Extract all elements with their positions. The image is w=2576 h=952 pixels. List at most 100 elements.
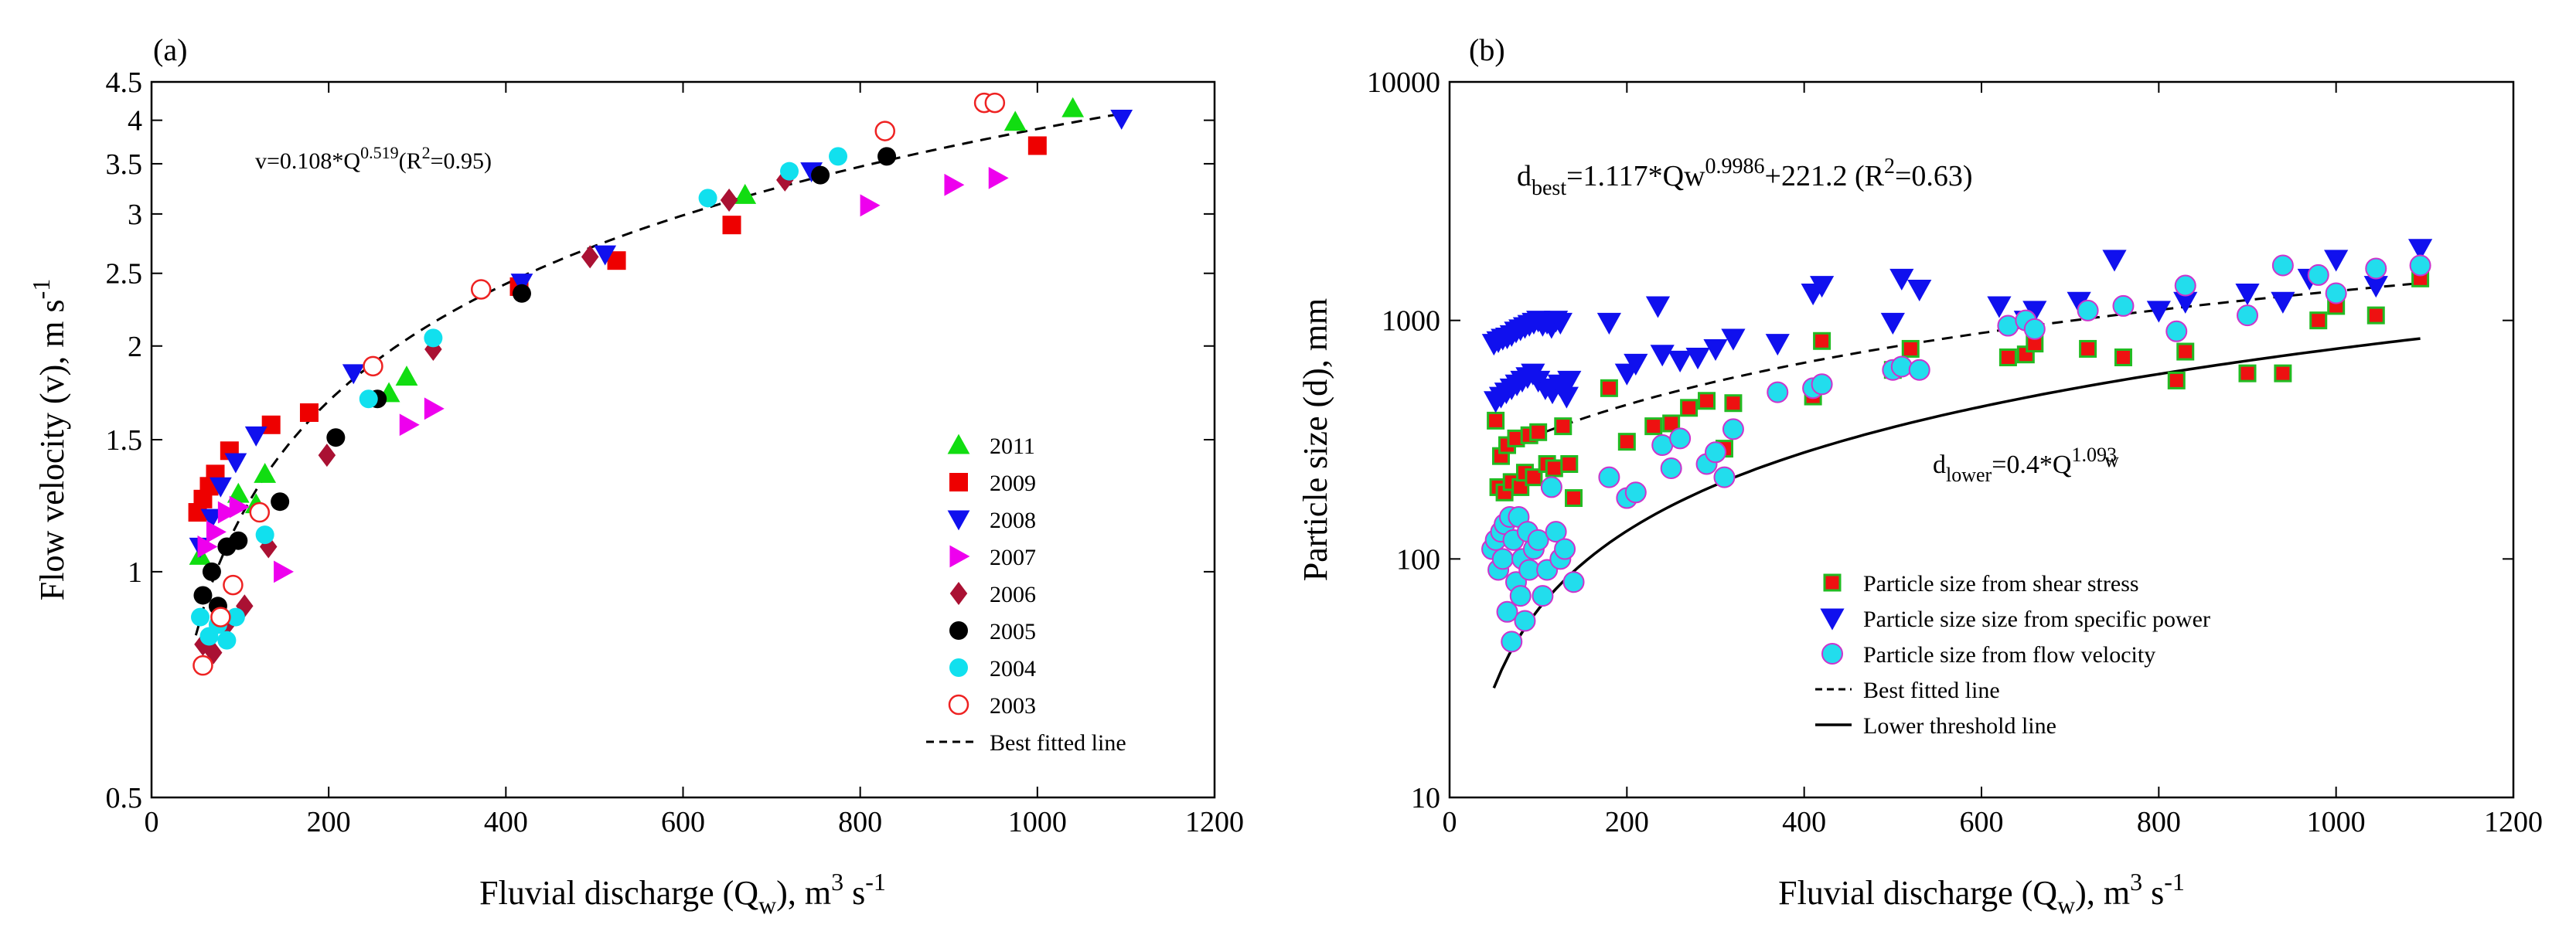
panel-b-fit-lines	[1492, 282, 2421, 688]
panel-a-legend-marker-2004	[949, 658, 968, 677]
panel-b-legend-marker-shear-stress	[1823, 573, 1842, 592]
panel-b-x-tick-label: 0	[1443, 806, 1457, 838]
panel-b-x-tick-label: 200	[1605, 806, 1649, 838]
panel-a-point-2009	[261, 415, 281, 434]
panel-b-point-shear-stress	[2309, 311, 2328, 330]
panel-b-point-shear-stress	[1560, 455, 1579, 474]
panel-b-point-shear-stress	[1487, 411, 1505, 430]
panel-b-point-flow-velocity	[1713, 466, 1736, 488]
panel-b-point-flow-velocity	[2325, 282, 2347, 304]
panel-b-point-shear-stress	[1545, 459, 1563, 478]
panel-a-point-2007	[229, 495, 250, 518]
panel-a-x-tick-label: 1200	[1185, 806, 1244, 838]
panel-a-point-2008	[224, 453, 247, 474]
panel-b-legend-best-fit-label: Best fitted line	[1863, 678, 2000, 703]
panel-b-point-specific-power	[1596, 312, 1621, 335]
panel-a-point-2009	[722, 216, 741, 235]
panel-b-point-flow-velocity	[1527, 529, 1549, 551]
panel-b-point-flow-velocity	[1811, 373, 1833, 396]
panel-a-points	[188, 92, 1133, 676]
panel-b-point-shear-stress	[1525, 468, 1543, 487]
panel-b-label: (b)	[1469, 32, 1505, 67]
panel-a-point-2005	[271, 492, 290, 512]
panel-b-point-flow-velocity	[1562, 571, 1585, 593]
panel-b-point-specific-power	[2102, 250, 2127, 272]
panel-a-point-2007	[399, 413, 420, 437]
panel-a-y-tick-label: 3.5	[106, 148, 143, 181]
panel-b-point-shear-stress	[1617, 433, 1636, 451]
panel-b-legend-label: Particle size from flow velocity	[1863, 642, 2155, 668]
panel-b-point-flow-velocity	[2271, 254, 2294, 277]
panel-a-x-tick-label: 600	[661, 806, 705, 838]
panel-a-legend-marker-2009	[949, 473, 968, 491]
panel-b-point-specific-power	[2235, 284, 2260, 306]
panel-a-point-2009	[299, 403, 319, 422]
panel-b-point-flow-velocity	[1491, 548, 1514, 570]
panel-b-point-specific-power	[1889, 268, 1914, 291]
panel-a-x-tick-label: 800	[838, 806, 882, 838]
panel-a-series-2007	[197, 166, 1009, 583]
panel-b-point-flow-velocity	[1598, 466, 1620, 488]
panel-b-point-specific-power	[1554, 386, 1579, 409]
panel-b-point-flow-velocity	[2409, 254, 2431, 277]
panel-b-point-specific-power	[1624, 353, 1648, 376]
panel-a-point-2003	[223, 574, 244, 596]
panel-a-point-2007	[197, 536, 218, 558]
panel-a-legend-marker-2003	[948, 694, 969, 716]
panel-a-x-axis-label: Fluvial discharge (Qw), m3 s-1	[479, 868, 886, 919]
panel-b-x-tick-label: 1000	[2307, 806, 2366, 838]
panel-b-point-shear-stress	[1529, 423, 1548, 441]
panel-a-best-fit-line	[194, 113, 1118, 636]
panel-b-point-flow-velocity	[2307, 264, 2329, 286]
panel-a-point-2007	[217, 501, 238, 524]
panel-a-point-2006	[318, 444, 336, 468]
panel-a-point-2007	[944, 173, 965, 196]
panel-b-point-specific-power	[1645, 296, 1671, 318]
panel-a-point-2004	[217, 631, 237, 650]
panel-a-point-2008	[510, 274, 533, 294]
panel-a-legend-label-2011: 2011	[990, 434, 1035, 459]
panel-a-series-2006	[194, 168, 794, 665]
panel-b-point-shear-stress	[2238, 364, 2257, 382]
panel-b-point-flow-velocity	[1997, 314, 2019, 337]
panel-a-legend-marker-2005	[949, 621, 968, 640]
panel-a-y-tick-label: 1.5	[106, 424, 143, 457]
panel-b-point-shear-stress	[1813, 332, 1831, 350]
panel-b-point-flow-velocity	[1705, 441, 1726, 464]
panel-b-points	[1481, 239, 2433, 653]
panel-a-legend-label-2004: 2004	[990, 656, 1036, 682]
panel-b-point-flow-velocity	[2365, 257, 2387, 280]
panel-b-x-tick-label: 600	[1960, 806, 2004, 838]
panel-b-point-flow-velocity	[2023, 318, 2046, 340]
panel-b-point-specific-power	[1721, 328, 1746, 351]
panel-b-point-specific-power	[2067, 291, 2091, 314]
panel-b-point-flow-velocity	[2112, 294, 2135, 317]
panel-b-point-flow-velocity	[2237, 304, 2258, 327]
panel-a-point-2004	[780, 162, 799, 181]
panel-b-point-shear-stress	[1554, 417, 1573, 436]
panel-b-legend-label: Particle size from shear stress	[1863, 571, 2139, 597]
panel-a-point-2008	[342, 364, 365, 385]
panel-a-point-2007	[860, 194, 881, 217]
panel-a-point-2005	[512, 284, 531, 303]
panel-b-point-specific-power	[1810, 276, 1835, 298]
panel-a-point-2005	[229, 531, 248, 550]
panel-a-point-2004	[424, 328, 443, 348]
panel-a-point-2007	[988, 166, 1009, 189]
panel-a-point-2005	[811, 165, 830, 185]
panel-b-point-specific-power	[2173, 291, 2198, 314]
panel-b: (b) 0 200 400 600 800 1000 1200 10 100 1000 10000…	[1297, 32, 2543, 919]
panel-b-point-specific-power	[1907, 279, 1932, 302]
panel-a-legend-marker-2007	[949, 545, 970, 568]
panel-b-y-ticks: 10 100 1000 10000	[1367, 66, 2513, 814]
panel-a-point-2005	[193, 586, 213, 605]
panel-b-point-flow-velocity	[1509, 585, 1532, 607]
panel-b-point-specific-power	[2363, 276, 2388, 298]
panel-a-point-2004	[829, 147, 848, 166]
panel-a-point-2011	[395, 366, 418, 386]
panel-b-point-flow-velocity	[1624, 481, 1647, 504]
panel-b-point-flow-velocity	[1890, 355, 1913, 378]
panel-b-legend-marker-flow-velocity	[1821, 643, 1843, 665]
panel-a-point-2004	[255, 525, 274, 545]
panel-a-x-tick-label: 0	[145, 806, 159, 838]
